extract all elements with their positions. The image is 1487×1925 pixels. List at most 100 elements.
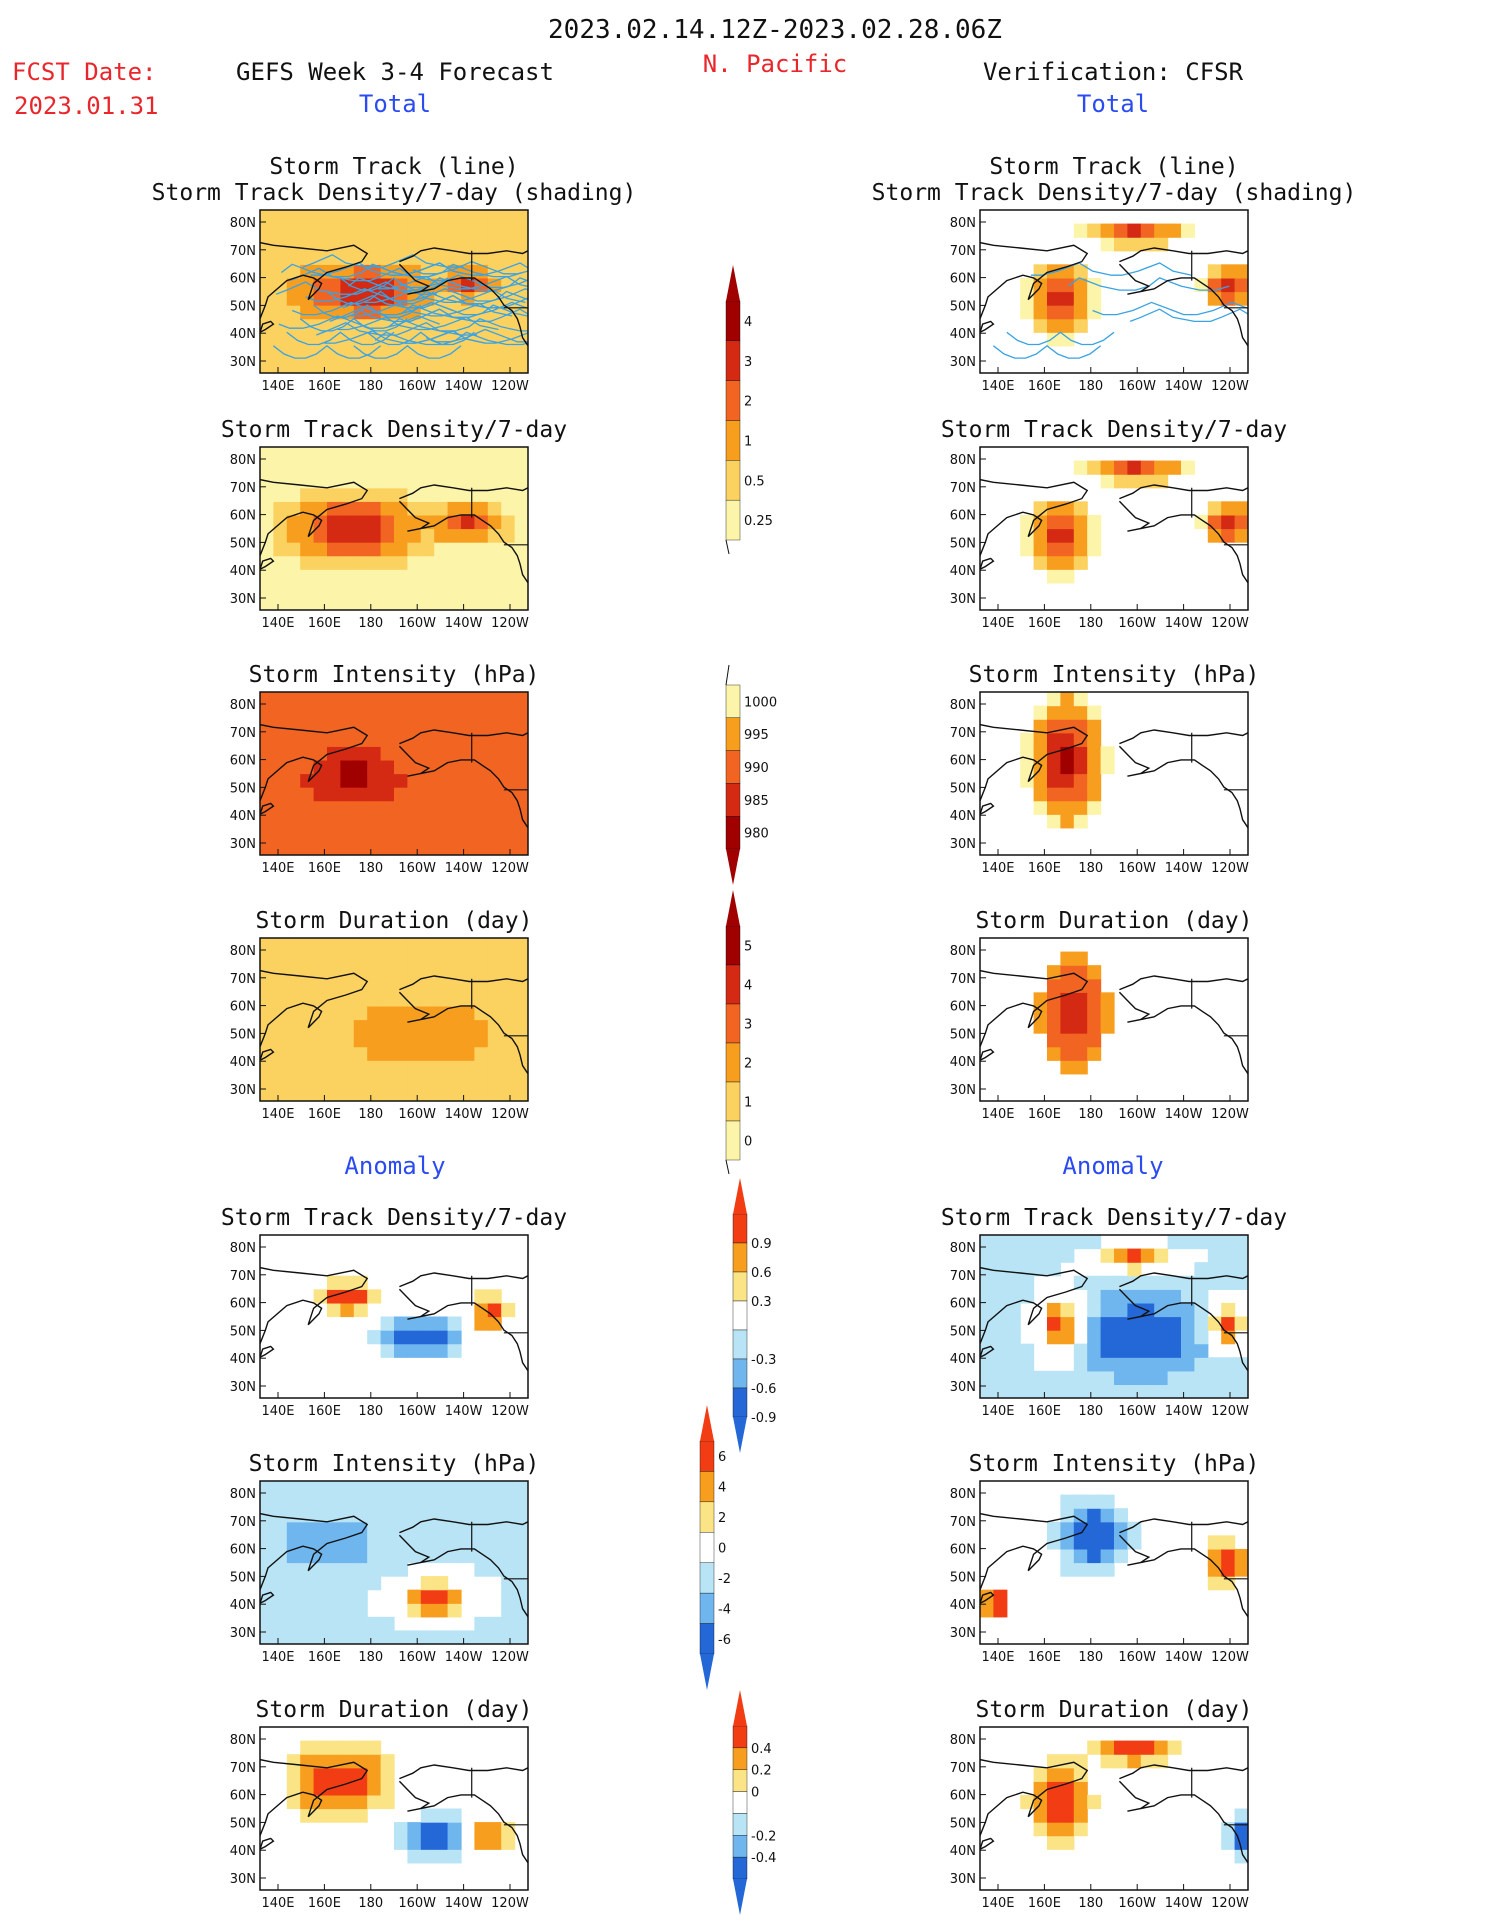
grid-cell xyxy=(407,719,422,734)
x-tick-label: 160W xyxy=(398,1107,436,1122)
grid-cell xyxy=(1167,1384,1182,1398)
grid-cell xyxy=(313,569,328,584)
grid-cell xyxy=(380,800,395,815)
grid-cell xyxy=(1207,528,1222,543)
grid-cell xyxy=(487,992,502,1007)
shaded-field xyxy=(260,1266,528,1372)
grid-cell xyxy=(340,1548,355,1564)
storm-track-line xyxy=(299,317,408,332)
grid-cell xyxy=(353,705,368,720)
grid-cell xyxy=(260,1548,274,1564)
grid-cell xyxy=(273,1019,288,1034)
grid-cell xyxy=(1207,1535,1222,1550)
grid-cell xyxy=(394,965,408,980)
colorbar-segment xyxy=(732,1791,748,1814)
grid-cell xyxy=(1006,1357,1021,1372)
grid-cell xyxy=(420,264,435,279)
grid-cell xyxy=(1047,1248,1061,1263)
fcst-date-label: FCST Date: xyxy=(12,58,157,86)
grid-cell xyxy=(487,787,502,802)
coastline xyxy=(260,1266,528,1372)
grid-cell xyxy=(327,1005,341,1021)
grid-cell xyxy=(993,1289,1008,1304)
grid-cell xyxy=(300,951,315,966)
grid-cell xyxy=(434,1316,449,1331)
grid-cell xyxy=(447,1046,462,1061)
grid-cell xyxy=(353,759,368,775)
x-tick-label: 120W xyxy=(1211,1650,1249,1665)
grid-cell xyxy=(1060,692,1075,707)
grid-cell xyxy=(1033,773,1048,788)
grid-cell xyxy=(1221,1562,1236,1577)
grid-cell xyxy=(1127,1248,1142,1263)
grid-cell xyxy=(487,705,502,720)
grid-cell xyxy=(340,542,355,557)
map-panels: Storm Track (line)Storm Track Density/7-… xyxy=(152,154,1357,1911)
grid-cell xyxy=(501,1302,516,1318)
grid-cell xyxy=(501,447,516,462)
x-tick-label: 140E xyxy=(261,1107,294,1122)
grid-cell xyxy=(487,596,502,610)
x-tick-label: 140E xyxy=(261,379,294,394)
colorbar-label: 0.9 xyxy=(751,1237,772,1252)
grid-cell xyxy=(394,827,408,843)
grid-cell xyxy=(1087,1357,1102,1372)
storm-track-line xyxy=(289,267,451,282)
map-panel-fa-dur: Storm Duration (day)140E 160E 180 160W 140W 1… xyxy=(230,1697,533,1911)
grid-cell xyxy=(260,1521,274,1536)
grid-cell xyxy=(461,1060,475,1075)
grid-cell xyxy=(1181,1357,1195,1372)
grid-cell xyxy=(286,746,301,761)
grid-cell xyxy=(501,759,516,775)
grid-cell xyxy=(1127,1384,1142,1398)
grid-cell xyxy=(300,210,315,225)
grid-cell xyxy=(514,1603,528,1618)
grid-cell xyxy=(461,938,475,953)
grid-cell xyxy=(487,1548,502,1564)
colorbar-label: 1000 xyxy=(744,695,777,710)
grid-cell xyxy=(367,1576,382,1591)
grid-cell xyxy=(514,938,528,953)
grid-cell xyxy=(380,841,395,855)
grid-cell xyxy=(420,705,435,720)
grid-cell xyxy=(273,237,288,252)
grid-cell xyxy=(1221,1316,1236,1331)
grid-cell xyxy=(1073,787,1088,802)
grid-cell xyxy=(380,814,395,829)
grid-cell xyxy=(474,1073,489,1089)
grid-cell xyxy=(1087,1046,1102,1061)
grid-cell xyxy=(300,460,315,475)
grid-cell xyxy=(1033,992,1048,1007)
grid-cell xyxy=(367,1754,382,1769)
grid-cell xyxy=(260,1046,274,1061)
grid-cell xyxy=(367,474,382,489)
grid-cell xyxy=(434,1494,449,1509)
grid-cell xyxy=(447,800,462,815)
grid-cell xyxy=(1167,1370,1182,1386)
grid-cell xyxy=(340,814,355,829)
grid-cell xyxy=(487,1033,502,1048)
grid-cell xyxy=(300,705,315,720)
grid-cell xyxy=(1114,1248,1128,1263)
grid-cell xyxy=(501,555,516,570)
grid-cell xyxy=(501,1481,516,1496)
grid-cell xyxy=(1047,1033,1061,1048)
grid-cell xyxy=(1020,759,1035,775)
grid-cell xyxy=(461,773,475,788)
y-tick-label: 70N xyxy=(950,972,976,987)
grid-cell xyxy=(1060,1019,1075,1034)
grid-cell xyxy=(420,814,435,829)
grid-cell xyxy=(993,1343,1008,1358)
grid-cell xyxy=(434,1046,449,1061)
grid-cell xyxy=(340,965,355,980)
grid-cell xyxy=(420,542,435,557)
y-tick-label: 60N xyxy=(950,1000,976,1015)
grid-cell xyxy=(1221,1370,1236,1386)
colorbar-label: 1 xyxy=(744,1096,752,1111)
grid-cell xyxy=(487,277,502,293)
grid-cell xyxy=(394,514,408,530)
grid-cell xyxy=(407,332,422,347)
grid-cell xyxy=(327,1073,341,1089)
colorbar-segment xyxy=(732,1387,748,1418)
grid-cell xyxy=(474,1835,489,1850)
